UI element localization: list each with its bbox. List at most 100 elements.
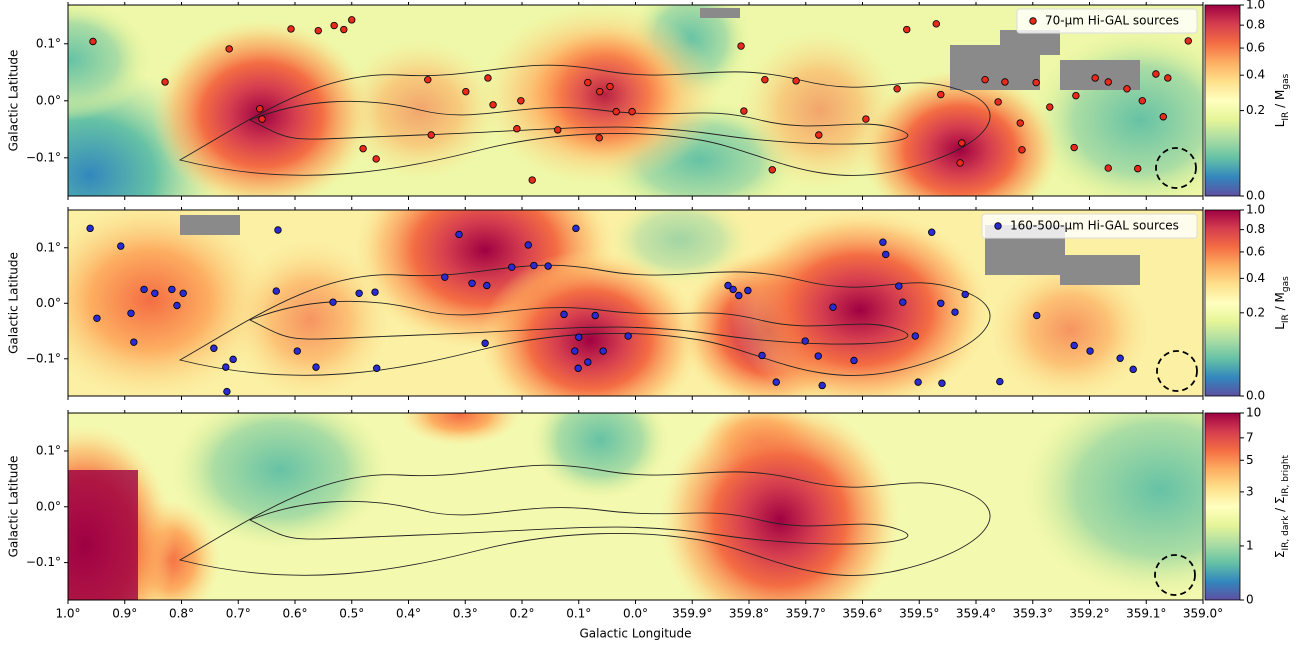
legend-label: 160-500-μm Hi-GAL sources <box>1010 219 1179 233</box>
source-point <box>314 26 322 35</box>
source-point <box>86 224 94 233</box>
heatmap <box>68 210 1203 396</box>
source-point <box>1104 164 1112 172</box>
colorbar-tick-label: 0.0 <box>1246 189 1265 203</box>
source-point <box>996 377 1004 386</box>
source-point <box>210 344 218 352</box>
colorbar-label: ΣIR, dark / ΣIR, bright <box>1273 454 1291 558</box>
source-point <box>484 74 492 82</box>
source-point <box>850 356 858 365</box>
source-point <box>1016 119 1024 127</box>
x-tick-label: 359.5° <box>899 607 939 621</box>
source-point <box>1046 103 1054 111</box>
source-point <box>340 25 348 34</box>
legend-box <box>1016 8 1198 34</box>
x-tick-label: 1.0° <box>55 607 80 621</box>
source-point <box>371 288 379 296</box>
source-point <box>330 21 338 30</box>
source-point <box>427 131 435 139</box>
source-point <box>481 339 489 347</box>
source-point <box>117 242 125 250</box>
source-point <box>1104 78 1112 86</box>
y-tick-label: −0.1° <box>26 555 61 569</box>
source-point <box>222 363 230 371</box>
source-point <box>168 285 176 294</box>
colorbar-tick-label: 0.8 <box>1246 18 1265 32</box>
colorbar-label-part: IR, bright <box>1281 454 1291 496</box>
source-point <box>287 25 295 33</box>
colorbar-tick-label: 1.0 <box>1246 0 1265 12</box>
source-point <box>612 107 620 116</box>
source-point <box>818 381 826 390</box>
colorbar-tick-label: 0.2 <box>1246 305 1265 319</box>
y-tick-label: 0.0° <box>36 93 61 107</box>
source-point <box>424 75 432 84</box>
source-point <box>372 155 380 163</box>
x-tick-label: 0.3° <box>453 607 478 621</box>
legend-label: 70-μm Hi-GAL sources <box>1045 14 1179 28</box>
x-tick-label: 359.8° <box>729 607 769 621</box>
source-point <box>312 363 320 371</box>
source-point <box>1072 91 1080 100</box>
source-point <box>961 290 969 299</box>
source-point <box>1018 146 1026 154</box>
colorbar-label: LIR / Mgas <box>1273 73 1291 127</box>
colorbar-tick-label: 0.6 <box>1246 41 1265 55</box>
source-point <box>140 285 148 294</box>
x-tick-label: 0.7° <box>226 607 251 621</box>
source-point <box>628 107 636 116</box>
source-point <box>513 125 521 133</box>
source-point <box>595 134 603 142</box>
y-axis-label: Galactic Latitude <box>7 252 21 354</box>
source-point <box>584 358 592 366</box>
colorbar-tick-label: 0.4 <box>1246 68 1265 82</box>
colorbar-tick-label: 0.6 <box>1246 244 1265 258</box>
y-axis-label: Galactic Latitude <box>7 50 21 152</box>
source-point <box>928 228 936 236</box>
source-point <box>1134 164 1142 173</box>
source-point <box>801 337 809 345</box>
colorbar-label-part: / Σ <box>1273 496 1287 515</box>
source-point <box>258 115 266 123</box>
colorbar-label: LIR / Mgas <box>1273 276 1291 330</box>
source-point <box>1123 85 1131 93</box>
x-tick-label: 0.5° <box>339 607 364 621</box>
colorbar-label-part: / M <box>1273 292 1287 314</box>
source-point <box>829 303 837 311</box>
source-point <box>596 87 604 96</box>
source-point <box>772 378 780 386</box>
colorbar-tick-label: 1.0 <box>1246 203 1265 217</box>
x-tick-label: 0.2° <box>509 607 534 621</box>
source-point <box>1184 37 1192 45</box>
x-tick-label: 359.7° <box>786 607 826 621</box>
source-point <box>1152 70 1160 78</box>
source-point <box>1033 311 1041 320</box>
source-point <box>1070 341 1078 350</box>
source-point <box>584 78 592 87</box>
source-point <box>462 87 470 96</box>
source-point <box>956 159 964 167</box>
legend: 70-μm Hi-GAL sources <box>1016 8 1198 34</box>
x-tick-label: 359.9° <box>672 607 712 621</box>
x-tick-label: 0.9° <box>112 607 137 621</box>
source-point <box>489 101 497 109</box>
source-point <box>1032 78 1040 87</box>
source-point <box>441 273 449 281</box>
source-point <box>1091 74 1099 82</box>
colorbar-tick-label: 5 <box>1246 453 1254 467</box>
source-point <box>729 285 737 294</box>
legend-marker <box>994 222 1002 230</box>
colorbar-tick-label: 10 <box>1246 406 1261 420</box>
source-point <box>528 176 536 184</box>
source-point <box>373 364 381 372</box>
colorbar-tick-label: 0 <box>1246 593 1254 607</box>
source-point <box>606 82 614 91</box>
colorbar-label-part: IR <box>1281 112 1291 121</box>
source-point <box>815 131 823 139</box>
source-point <box>574 364 582 372</box>
colorbar-label-part: / M <box>1273 90 1287 112</box>
colorbar <box>1204 412 1241 601</box>
y-tick-label: 0.0° <box>36 296 61 310</box>
colorbar-tick-label: 0.4 <box>1246 271 1265 285</box>
x-tick-label: 359.4° <box>956 607 996 621</box>
